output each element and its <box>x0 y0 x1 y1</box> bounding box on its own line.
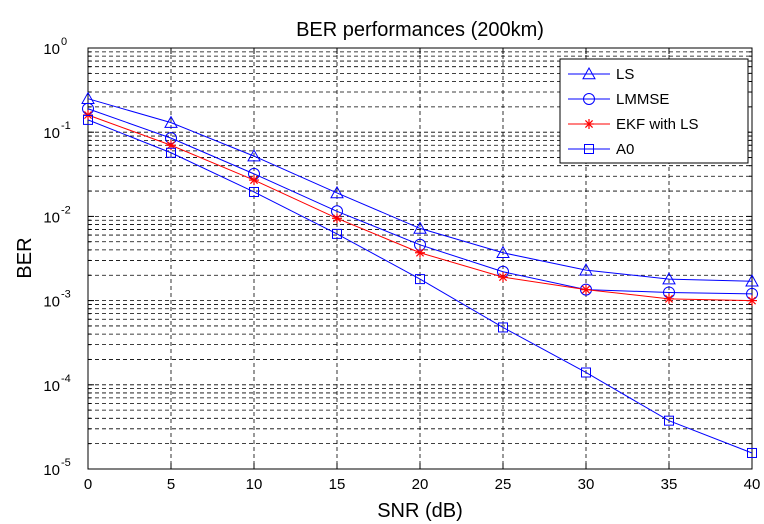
legend-entry-a0: A0 <box>568 141 634 158</box>
axis-ticks <box>87 47 753 470</box>
x-axis-title: SNR (dB) <box>377 500 463 522</box>
data-point-a0 <box>498 322 508 333</box>
legend-marker-ls <box>582 66 596 80</box>
legend-marker-ekf-with-ls <box>584 119 594 129</box>
data-point-ls <box>745 274 759 287</box>
star-stroke <box>166 141 176 150</box>
series-line-a0 <box>87 119 753 454</box>
legend-entries: LS LMMSE EKF with LS A0 <box>568 66 699 158</box>
legend-entry-lmmse: LMMSE <box>568 91 669 108</box>
data-point-ekf-with-ls <box>249 175 259 186</box>
y-tick-label: 10 -4 <box>43 373 70 395</box>
legend-marker-lmmse <box>583 93 595 105</box>
y-tick-label: 10 -5 <box>43 457 70 479</box>
legend-entry-ekf-with-ls: EKF with LS <box>568 116 699 133</box>
y-tick-label: 10 -2 <box>43 204 70 226</box>
series-lines <box>81 91 759 458</box>
x-tick-label: 35 <box>661 476 678 493</box>
data-point-a0 <box>166 147 176 158</box>
y-tick-label-base: 10 <box>43 378 60 395</box>
legend-box <box>559 58 749 164</box>
data-point-a0 <box>664 415 674 426</box>
x-tick-label: 15 <box>329 476 346 493</box>
y-tick-label-base: 10 <box>43 462 60 479</box>
star-stroke <box>332 214 342 223</box>
data-point-ls <box>247 149 261 162</box>
data-point-ekf-with-ls <box>581 284 591 295</box>
x-tick-label: 5 <box>167 476 175 493</box>
data-point-ls <box>413 221 427 234</box>
data-point-a0 <box>747 447 757 458</box>
legend-label-a0: A0 <box>616 141 634 158</box>
legend: LS LMMSE EKF with LS A0 <box>559 58 749 164</box>
data-point-ls <box>579 263 593 276</box>
y-tick-label: 10 -1 <box>43 120 70 142</box>
y-tick-label: 10 -3 <box>43 289 70 311</box>
y-tick-label: 10 0 <box>43 36 67 58</box>
x-tick-label: 30 <box>578 476 595 493</box>
data-point-ls <box>496 245 510 259</box>
y-tick-label-exponent: 0 <box>61 36 67 48</box>
star-stroke <box>584 119 594 129</box>
star-stroke <box>498 273 508 282</box>
legend-label-ekf-with-ls: EKF with LS <box>616 116 699 133</box>
series-ls <box>81 91 759 287</box>
y-tick-label-base: 10 <box>43 294 60 311</box>
data-point-ekf-with-ls <box>415 247 425 258</box>
data-point-ekf-with-ls <box>498 272 508 283</box>
legend-label-ls: LS <box>616 66 634 83</box>
y-tick-label-base: 10 <box>43 209 60 226</box>
y-tick-label-base: 10 <box>43 125 60 142</box>
data-point-a0 <box>581 367 591 378</box>
data-point-ls <box>662 272 676 285</box>
data-point-ekf-with-ls <box>332 213 342 224</box>
legend-marker-a0 <box>584 144 594 154</box>
star-stroke <box>415 248 425 257</box>
series-a0 <box>83 114 757 458</box>
star-stroke <box>664 294 674 303</box>
y-tick-label-exponent: -5 <box>61 457 71 469</box>
x-tick-label: 0 <box>84 476 92 493</box>
series-line-ls <box>87 98 753 282</box>
y-tick-label-exponent: -3 <box>61 289 71 301</box>
y-tick-label-exponent: -4 <box>61 373 71 385</box>
y-tick-label-base: 10 <box>43 41 60 58</box>
data-point-ls <box>164 115 178 128</box>
y-tick-label-exponent: -2 <box>61 204 71 216</box>
star-stroke <box>747 296 757 305</box>
x-tick-label: 40 <box>744 476 761 493</box>
y-axis-title: BER <box>14 237 36 278</box>
data-point-ls <box>330 185 344 199</box>
legend-entry-ls: LS <box>568 66 634 83</box>
data-point-a0 <box>83 114 93 125</box>
star-stroke <box>581 285 591 294</box>
data-point-ekf-with-ls <box>664 293 674 304</box>
x-tick-label: 20 <box>412 476 429 493</box>
data-point-a0 <box>249 186 259 197</box>
x-tick-label: 10 <box>246 476 263 493</box>
y-tick-label-exponent: -1 <box>61 120 71 132</box>
data-point-a0 <box>332 228 342 239</box>
chart-title: BER performances (200km) <box>296 19 544 41</box>
data-point-ekf-with-ls <box>747 295 757 306</box>
data-point-a0 <box>415 274 425 285</box>
x-tick-label: 25 <box>495 476 512 493</box>
series-line-lmmse <box>87 108 753 295</box>
star-stroke <box>249 176 259 185</box>
legend-label-lmmse: LMMSE <box>616 91 669 108</box>
data-point-lmmse <box>580 283 592 296</box>
